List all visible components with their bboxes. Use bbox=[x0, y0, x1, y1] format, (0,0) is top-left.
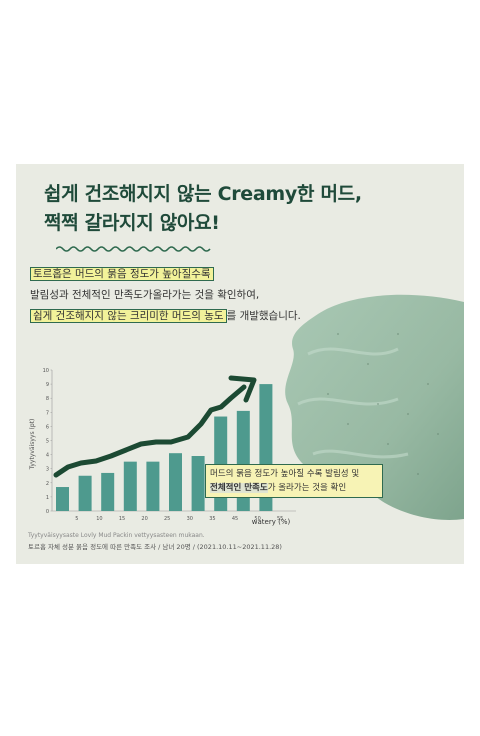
y-tick-label: 7 bbox=[46, 410, 49, 416]
description-highlight-2: 쉽게 건조해지지 않는 크리미한 머드의 농도 bbox=[30, 309, 227, 323]
y-tick-label: 6 bbox=[46, 424, 49, 430]
bar bbox=[56, 487, 69, 511]
x-tick-label: 10 bbox=[96, 516, 102, 522]
product-info-panel: 쉽게 건조해지지 않는 Creamy한 머드, 쩍쩍 갈라지지 않아요! 토르홉… bbox=[16, 164, 464, 564]
y-tick-label: 0 bbox=[46, 509, 49, 515]
x-tick-label: 30 bbox=[187, 516, 193, 522]
y-tick-label: 2 bbox=[46, 481, 49, 487]
y-tick-label: 5 bbox=[46, 439, 49, 445]
bar bbox=[123, 461, 137, 511]
y-tick-label: 3 bbox=[46, 467, 49, 473]
headline: 쉽게 건조해지지 않는 Creamy한 머드, 쩍쩍 갈라지지 않아요! bbox=[44, 180, 362, 238]
x-tick-label: 20 bbox=[141, 516, 147, 522]
callout-bold: 전체적인 만족도 bbox=[210, 483, 268, 493]
bar bbox=[78, 475, 92, 511]
wave-divider-icon bbox=[56, 246, 211, 252]
trend-arrow-head bbox=[228, 375, 257, 403]
bar bbox=[146, 461, 160, 511]
mud-swatch-image bbox=[285, 294, 464, 520]
y-tick-label: 1 bbox=[46, 495, 49, 501]
x-tick-label: 5 bbox=[75, 516, 78, 522]
trend-arrow-line bbox=[53, 384, 247, 478]
description-line-2: 발림성과 전체적인 만족도가올라가는 것을 확인하여, bbox=[30, 289, 260, 301]
x-tick-label: 15 bbox=[119, 516, 125, 522]
headline-line-1: 쉽게 건조해지지 않는 Creamy한 머드, bbox=[44, 183, 362, 205]
chart-callout: 머드의 묽음 정도가 높아질 수록 발림성 및 전체적인 만족도가 올라가는 것… bbox=[205, 464, 383, 498]
x-tick-label: 50 bbox=[254, 516, 260, 522]
x-tick-label: 55 bbox=[277, 516, 283, 522]
description: 토르홉은 머드의 묽음 정도가 높아질수록 발림성과 전체적인 만족도가올라가는… bbox=[30, 264, 301, 327]
y-tick-label: 10 bbox=[43, 368, 49, 374]
callout-line-2: 가 올라가는 것을 확인 bbox=[267, 483, 347, 493]
bar bbox=[169, 453, 182, 511]
x-tick-label: 35 bbox=[209, 516, 215, 522]
headline-line-2: 쩍쩍 갈라지지 않아요! bbox=[44, 212, 220, 234]
mud-shape bbox=[285, 294, 464, 520]
y-tick-label: 4 bbox=[46, 453, 49, 459]
bar bbox=[191, 456, 205, 511]
description-line-3-rest: 를 개발했습니다. bbox=[226, 310, 301, 322]
y-tick-label: 8 bbox=[46, 396, 49, 402]
description-highlight-1: 토르홉은 머드의 묽음 정도가 높아질수록 bbox=[30, 267, 214, 281]
x-axis-label: watery (%) bbox=[252, 518, 291, 526]
bar bbox=[101, 472, 115, 511]
survey-source: 토르홉 자체 성분 묽음 정도에 따른 만족도 조사 / 남녀 20명 / (2… bbox=[28, 543, 282, 551]
y-tick-label: 9 bbox=[46, 382, 49, 388]
callout-line-1: 머드의 묽음 정도가 높아질 수록 발림성 및 bbox=[210, 469, 360, 479]
chart-caption: Tyytyväisyysaste Lovly Mud Packin vettyy… bbox=[28, 532, 205, 539]
x-tick-label: 45 bbox=[232, 516, 238, 522]
x-tick-label: 25 bbox=[164, 516, 170, 522]
y-axis-label: Tyytyväisyys (pt) bbox=[29, 419, 36, 471]
